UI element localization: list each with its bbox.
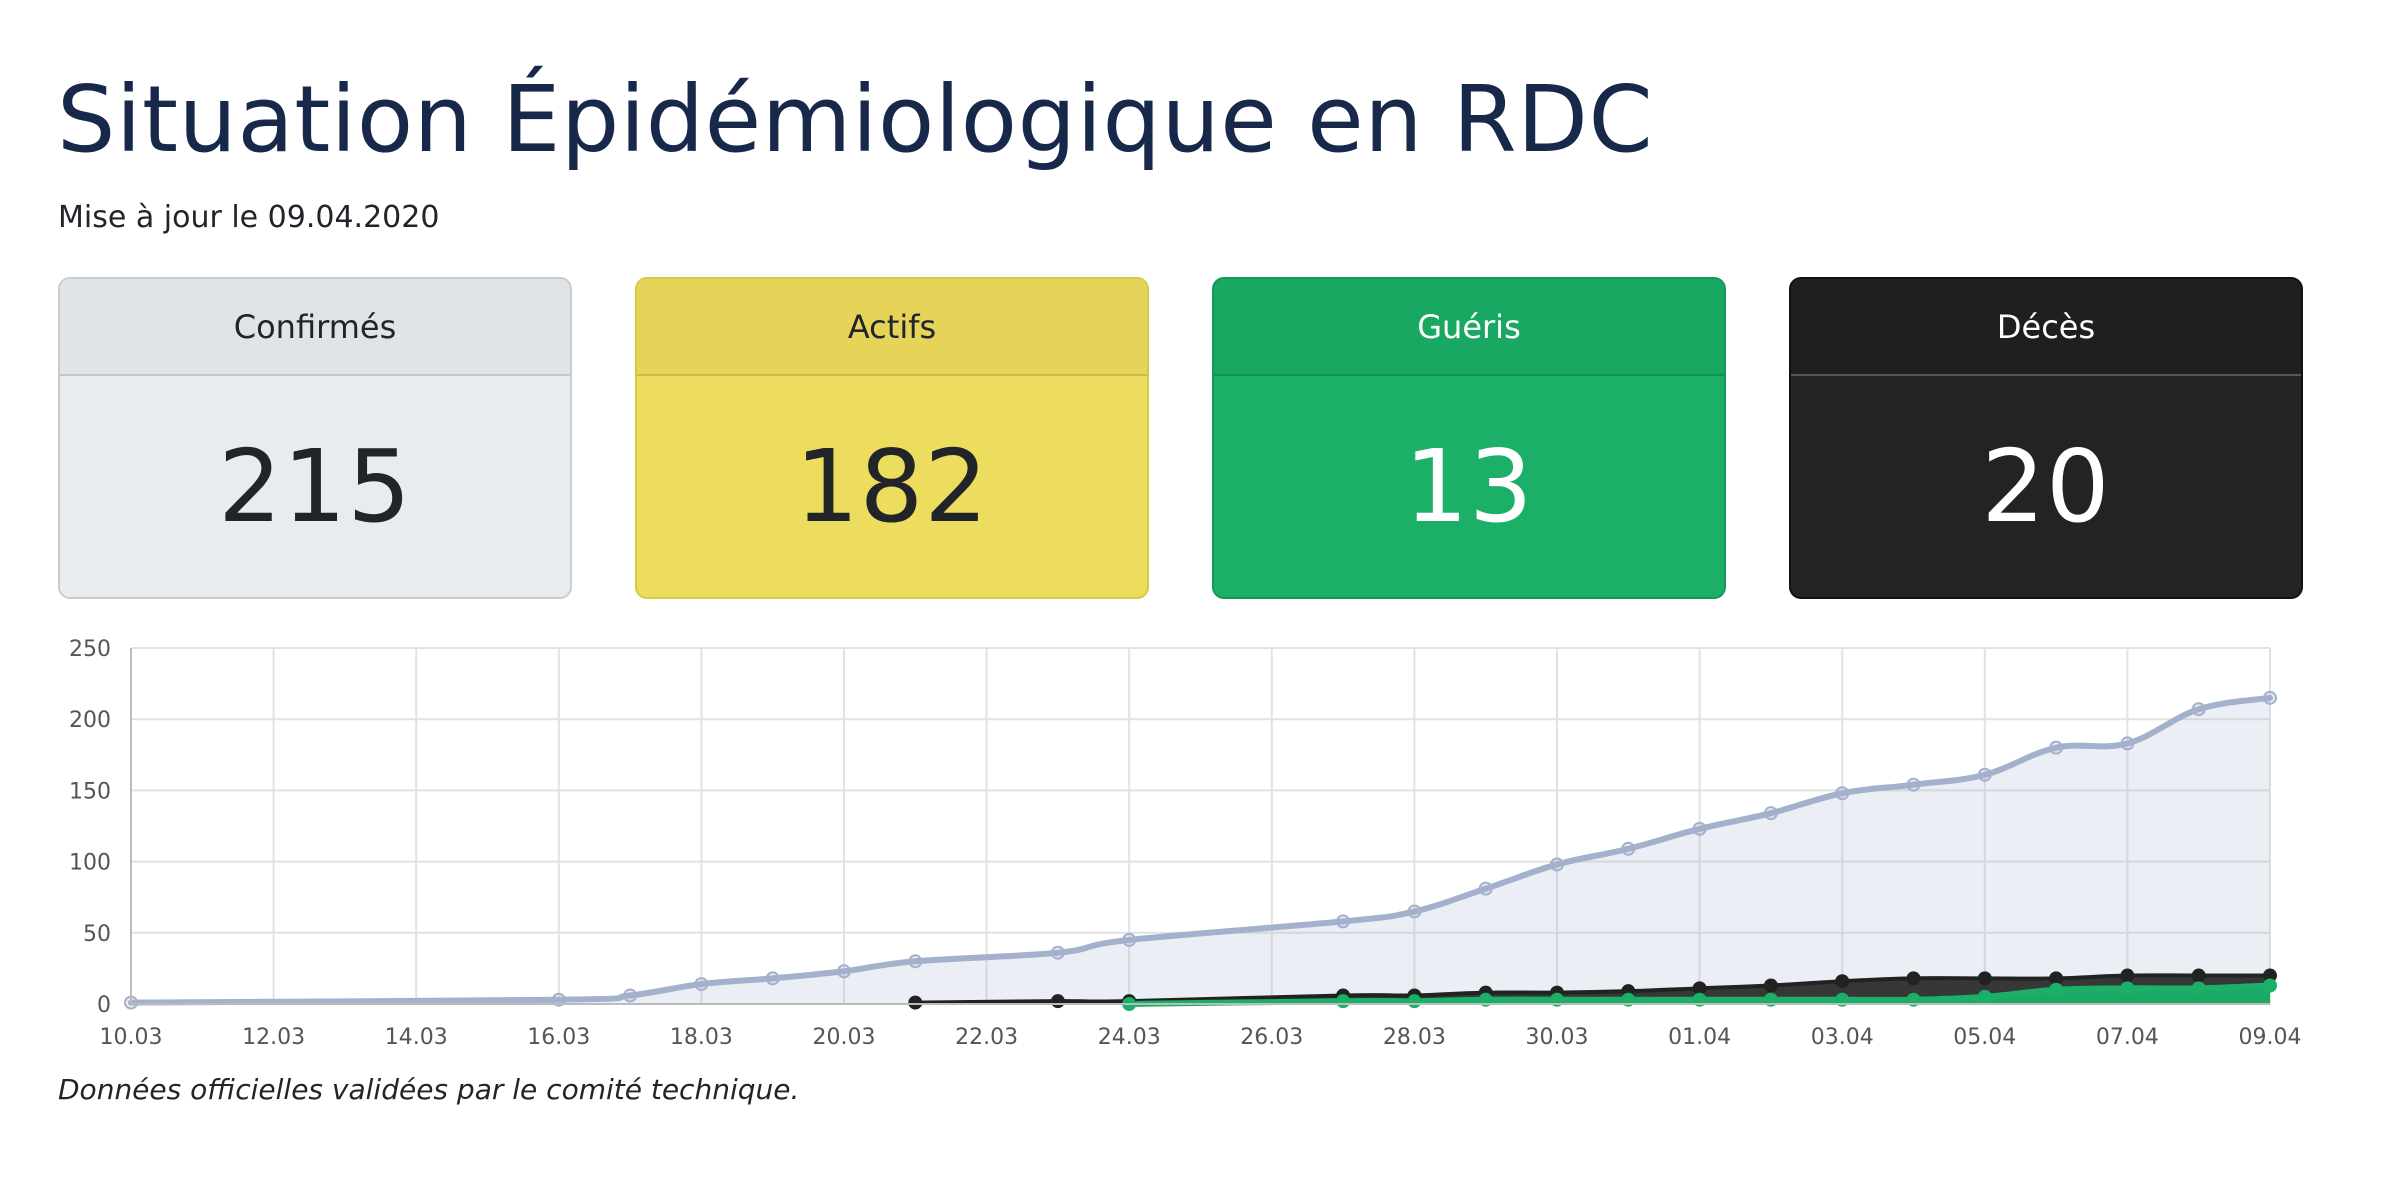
- data-point-confirmes[interactable]: [837, 964, 851, 979]
- data-point-confirmes[interactable]: [1478, 881, 1493, 896]
- series-line-confirmes: [128, 694, 2273, 1006]
- data-point-gueris[interactable]: [1336, 994, 1351, 1009]
- data-point-confirmes[interactable]: [908, 954, 923, 969]
- x-tick-label: 30.03: [1526, 1025, 1589, 1050]
- card-actifs-label: Actifs: [637, 279, 1147, 376]
- data-point-confirmes[interactable]: [623, 988, 638, 1003]
- x-tick-label: 07.04: [2096, 1025, 2159, 1050]
- card-deces-value: 20: [1981, 428, 2111, 545]
- data-point-gueris[interactable]: [2191, 981, 2206, 996]
- data-point-deces[interactable]: [908, 995, 923, 1010]
- data-point-deces[interactable]: [2191, 968, 2206, 983]
- data-point-confirmes[interactable]: [1906, 777, 1921, 792]
- series-area-confirmes: [131, 697, 2270, 1004]
- card-gueris-value: 13: [1404, 428, 1534, 545]
- x-tick-label: 09.04: [2239, 1025, 2302, 1050]
- series-line-gueris: [1126, 982, 2273, 1007]
- x-tick-label: 26.03: [1240, 1025, 1303, 1050]
- data-source-note: Données officielles validées par le comi…: [58, 1073, 800, 1106]
- data-point-gueris[interactable]: [1621, 992, 1636, 1007]
- data-point-gueris[interactable]: [1763, 992, 1778, 1007]
- data-point-confirmes[interactable]: [1692, 821, 1707, 836]
- data-point-gueris[interactable]: [2049, 982, 2064, 997]
- data-point-confirmes[interactable]: [2049, 740, 2064, 755]
- page-title: Situation Épidémiologique en RDC: [57, 66, 1654, 173]
- data-point-gueris[interactable]: [1692, 992, 1707, 1007]
- data-point-deces[interactable]: [1692, 981, 1707, 996]
- data-point-confirmes[interactable]: [1763, 806, 1778, 821]
- update-date: Mise à jour le 09.04.2020: [58, 200, 440, 235]
- x-tick-label: 14.03: [385, 1025, 448, 1050]
- data-point-gueris[interactable]: [2263, 978, 2277, 993]
- card-confirmes-label: Confirmés: [60, 279, 570, 376]
- data-point-confirmes[interactable]: [1621, 841, 1636, 856]
- data-point-deces[interactable]: [2049, 971, 2064, 986]
- data-point-gueris[interactable]: [1835, 992, 1850, 1007]
- card-deces-label: Décès: [1791, 279, 2301, 376]
- card-actifs-value: 182: [795, 428, 989, 545]
- x-tick-label: 01.04: [1668, 1025, 1731, 1050]
- data-point-confirmes[interactable]: [1050, 945, 1065, 960]
- y-tick-label: 100: [69, 851, 111, 876]
- x-tick-label: 10.03: [100, 1025, 163, 1050]
- chart-areas: [131, 697, 2270, 1004]
- data-point-deces[interactable]: [1835, 974, 1850, 989]
- data-point-confirmes[interactable]: [551, 992, 566, 1007]
- y-tick-label: 200: [69, 708, 111, 733]
- card-confirmes: Confirmés 215: [58, 277, 572, 599]
- x-tick-label: 03.04: [1811, 1025, 1874, 1050]
- chart-points[interactable]: [124, 690, 2277, 1011]
- data-point-deces[interactable]: [1050, 994, 1065, 1009]
- data-point-confirmes[interactable]: [1835, 786, 1850, 801]
- data-point-confirmes[interactable]: [2120, 736, 2135, 751]
- data-point-confirmes[interactable]: [1977, 767, 1992, 782]
- x-tick-label: 16.03: [527, 1025, 590, 1050]
- card-gueris: Guéris 13: [1212, 277, 1726, 599]
- data-point-deces[interactable]: [1977, 971, 1992, 986]
- data-point-gueris[interactable]: [1478, 992, 1493, 1007]
- data-point-confirmes[interactable]: [2191, 702, 2206, 717]
- data-point-deces[interactable]: [1763, 978, 1778, 993]
- data-point-confirmes[interactable]: [1550, 857, 1564, 872]
- card-gueris-label: Guéris: [1214, 279, 1724, 376]
- y-tick-label: 50: [83, 922, 111, 947]
- card-deces: Décès 20: [1789, 277, 2303, 599]
- data-point-confirmes[interactable]: [765, 971, 780, 986]
- y-tick-label: 150: [69, 779, 111, 804]
- y-tick-label: 250: [69, 637, 111, 662]
- data-point-gueris[interactable]: [1550, 992, 1564, 1007]
- x-tick-label: 18.03: [670, 1025, 733, 1050]
- x-tick-label: 24.03: [1098, 1025, 1161, 1050]
- data-point-gueris[interactable]: [1906, 992, 1921, 1007]
- data-point-deces[interactable]: [1906, 971, 1921, 986]
- data-point-confirmes[interactable]: [1407, 904, 1422, 919]
- chart-axes: 0 50 100 150 200 250 10.03 12.03 14.03 16.03 18.03…: [69, 637, 2301, 1050]
- data-point-confirmes[interactable]: [1336, 914, 1351, 929]
- data-point-gueris[interactable]: [2120, 981, 2135, 996]
- data-point-deces[interactable]: [2120, 968, 2135, 983]
- card-confirmes-value: 215: [218, 428, 412, 545]
- x-tick-label: 28.03: [1383, 1025, 1446, 1050]
- x-tick-label: 05.04: [1953, 1025, 2016, 1050]
- epidemic-chart[interactable]: 0 50 100 150 200 250 10.03 12.03 14.03 16.03 18.03…: [0, 620, 2388, 1060]
- x-tick-label: 12.03: [242, 1025, 305, 1050]
- y-tick-label: 0: [97, 993, 111, 1018]
- data-point-gueris[interactable]: [1407, 994, 1422, 1009]
- data-point-gueris[interactable]: [1977, 989, 1992, 1004]
- x-tick-label: 22.03: [955, 1025, 1018, 1050]
- data-point-confirmes[interactable]: [1122, 932, 1137, 947]
- card-actifs: Actifs 182: [635, 277, 1149, 599]
- data-point-confirmes[interactable]: [694, 977, 709, 992]
- x-tick-label: 20.03: [813, 1025, 876, 1050]
- data-point-confirmes[interactable]: [2263, 690, 2277, 705]
